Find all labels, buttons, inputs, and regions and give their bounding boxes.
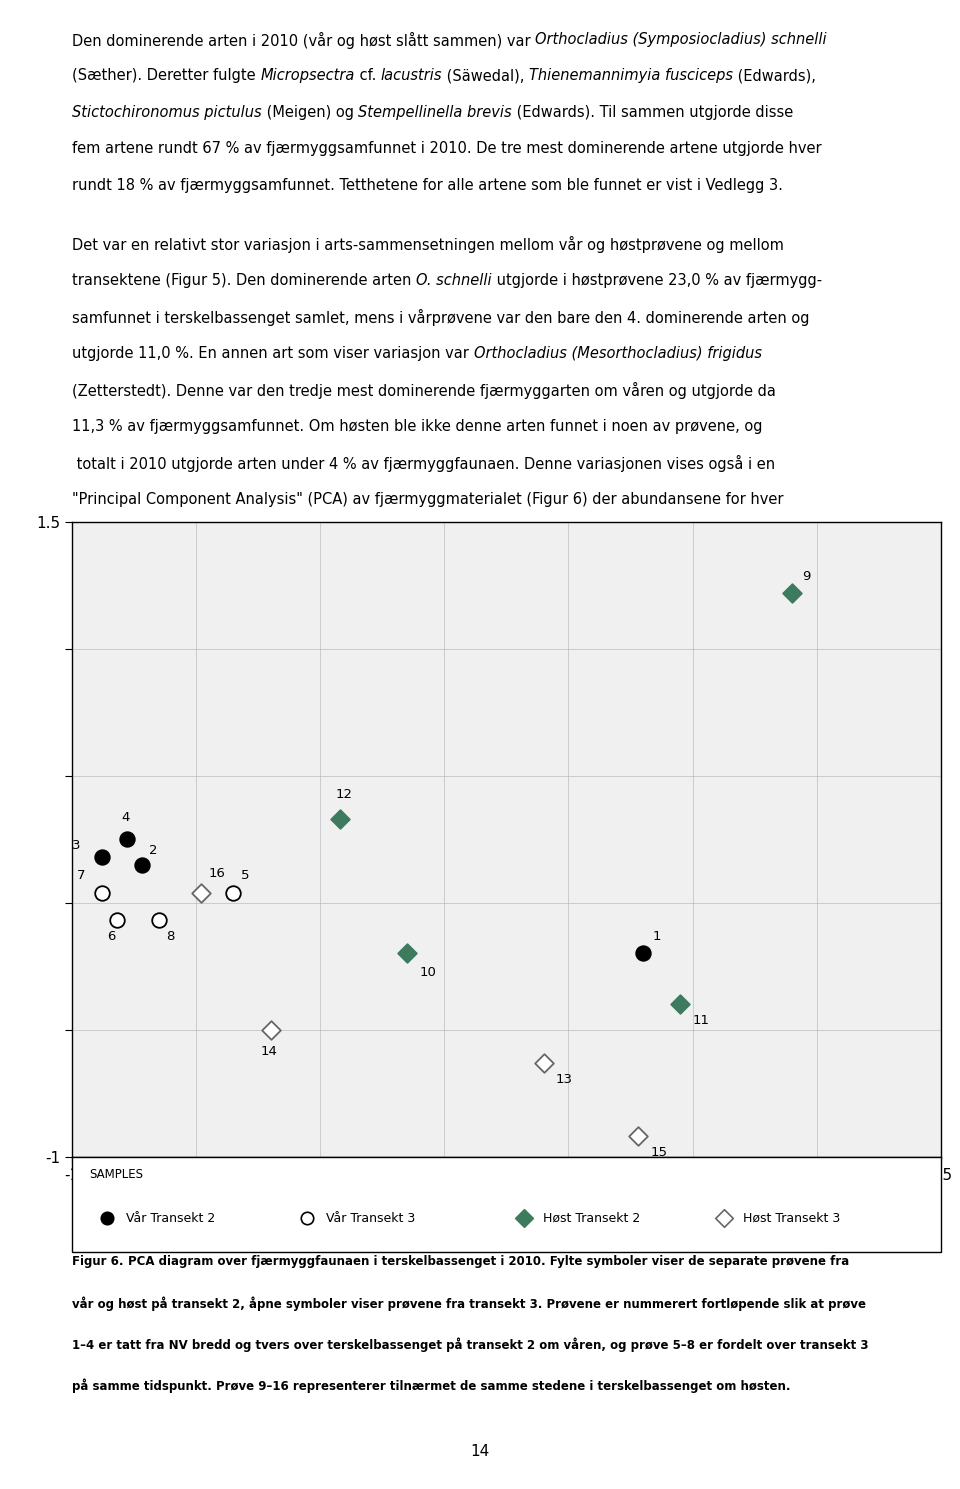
Point — [784, 581, 800, 605]
Text: 2: 2 — [149, 844, 157, 858]
Text: Orthocladius (Mesorthocladius) frigidus: Orthocladius (Mesorthocladius) frigidus — [473, 345, 761, 360]
Text: Høst Transekt 3: Høst Transekt 3 — [743, 1212, 840, 1225]
Text: 6: 6 — [107, 931, 115, 944]
Text: 14: 14 — [261, 1045, 277, 1057]
Text: Det var en relativt stor variasjon i arts-sammensetningen mellom vår og høstprøv: Det var en relativt stor variasjon i art… — [72, 237, 784, 253]
Text: 4: 4 — [122, 812, 130, 823]
Point — [109, 908, 125, 932]
Text: totalt i 2010 utgjorde arten under 4 % av fjærmyggfaunaen. Denne variasjonen vis: totalt i 2010 utgjorde arten under 4 % a… — [72, 456, 775, 472]
Point — [119, 828, 134, 852]
Point — [151, 908, 167, 932]
Text: rundt 18 % av fjærmyggsamfunnet. Tetthetene for alle artene som ble funnet er vi: rundt 18 % av fjærmyggsamfunnet. Tetthet… — [72, 177, 782, 192]
Text: 10: 10 — [420, 966, 437, 978]
Point — [133, 853, 149, 877]
Point — [516, 1206, 532, 1230]
Point — [226, 880, 241, 904]
Point — [299, 1206, 314, 1230]
Point — [631, 1124, 646, 1148]
Text: O. schnelli: O. schnelli — [416, 272, 492, 287]
Text: Den dominerende arten i 2010 (vår og høst slått sammen) var: Den dominerende arten i 2010 (vår og høs… — [72, 31, 536, 49]
Text: 8: 8 — [166, 931, 175, 944]
Text: SAMPLES: SAMPLES — [89, 1167, 143, 1181]
Text: 7: 7 — [77, 870, 85, 883]
Text: PCA diagram over fjærmyggfaunaen i terskelbassenget i 2010. Fylte symboler viser: PCA diagram over fjærmyggfaunaen i tersk… — [128, 1255, 849, 1269]
Text: (Säwedal),: (Säwedal), — [443, 68, 529, 83]
Text: Thienemannimyia fusciceps: Thienemannimyia fusciceps — [529, 68, 733, 83]
Text: utgjorde i høstprøvene 23,0 % av fjærmygg-: utgjorde i høstprøvene 23,0 % av fjærmyg… — [492, 272, 822, 287]
Text: cf.: cf. — [354, 68, 380, 83]
Text: (Edwards),: (Edwards), — [733, 68, 816, 83]
Point — [99, 1206, 114, 1230]
Text: lacustris: lacustris — [380, 68, 443, 83]
Point — [193, 880, 208, 904]
Text: 1–4 er tatt fra NV bredd og tvers over terskelbassenget på transekt 2 om våren, : 1–4 er tatt fra NV bredd og tvers over t… — [72, 1337, 869, 1352]
Point — [94, 846, 109, 870]
Text: "Principal Component Analysis" (PCA) av fjærmyggmaterialet (Figur 6) der abundan: "Principal Component Analysis" (PCA) av … — [72, 491, 783, 506]
Point — [716, 1206, 732, 1230]
Point — [263, 1018, 278, 1042]
Text: Stictochironomus pictulus: Stictochironomus pictulus — [72, 104, 262, 119]
Text: utgjorde 11,0 %. En annen art som viser variasjon var: utgjorde 11,0 %. En annen art som viser … — [72, 345, 473, 360]
Point — [399, 941, 415, 965]
Text: 11,3 % av fjærmyggsamfunnet. Om høsten ble ikke denne arten funnet i noen av prø: 11,3 % av fjærmyggsamfunnet. Om høsten b… — [72, 418, 762, 433]
Text: 12: 12 — [335, 788, 352, 801]
Point — [332, 807, 348, 831]
Text: Vår Transekt 3: Vår Transekt 3 — [325, 1212, 415, 1225]
Point — [636, 941, 651, 965]
Text: 15: 15 — [650, 1147, 667, 1160]
Text: 13: 13 — [556, 1072, 573, 1085]
Text: 11: 11 — [692, 1014, 709, 1027]
Text: 16: 16 — [208, 867, 226, 880]
Text: (Edwards). Til sammen utgjorde disse: (Edwards). Til sammen utgjorde disse — [512, 104, 793, 119]
Text: (Sæther). Deretter fulgte: (Sæther). Deretter fulgte — [72, 68, 260, 83]
Text: 3: 3 — [72, 838, 81, 852]
Point — [672, 992, 687, 1015]
Text: Micropsectra: Micropsectra — [260, 68, 354, 83]
Text: Figur 6.: Figur 6. — [72, 1255, 128, 1269]
Text: Vår Transekt 2: Vår Transekt 2 — [126, 1212, 215, 1225]
Text: 9: 9 — [802, 570, 810, 582]
Text: 5: 5 — [241, 870, 250, 883]
Text: transektene (Figur 5). Den dominerende arten: transektene (Figur 5). Den dominerende a… — [72, 272, 416, 287]
Text: vår og høst på transekt 2, åpne symboler viser prøvene fra transekt 3. Prøvene e: vår og høst på transekt 2, åpne symboler… — [72, 1297, 866, 1310]
Text: prøve er analysert.: prøve er analysert. — [72, 529, 212, 543]
Text: på samme tidspunkt. Prøve 9–16 representerer tilnærmet de samme stedene i terske: på samme tidspunkt. Prøve 9–16 represent… — [72, 1379, 790, 1394]
Text: 14: 14 — [470, 1444, 490, 1459]
FancyBboxPatch shape — [72, 1157, 941, 1252]
Text: fem artene rundt 67 % av fjærmyggsamfunnet i 2010. De tre mest dominerende arten: fem artene rundt 67 % av fjærmyggsamfunn… — [72, 141, 822, 156]
Point — [536, 1051, 551, 1075]
Point — [94, 880, 109, 904]
Text: samfunnet i terskelbassenget samlet, mens i vårprøvene var den bare den 4. domin: samfunnet i terskelbassenget samlet, men… — [72, 310, 809, 326]
Text: 1: 1 — [653, 931, 661, 944]
Text: Stempellinella brevis: Stempellinella brevis — [358, 104, 512, 119]
Text: (Meigen) og: (Meigen) og — [262, 104, 358, 119]
Text: Høst Transekt 2: Høst Transekt 2 — [543, 1212, 640, 1225]
Text: Orthocladius (Symposiocladius) schnelli: Orthocladius (Symposiocladius) schnelli — [536, 31, 827, 46]
Text: (Zetterstedt). Denne var den tredje mest dominerende fjærmyggarten om våren og u: (Zetterstedt). Denne var den tredje mest… — [72, 383, 776, 399]
